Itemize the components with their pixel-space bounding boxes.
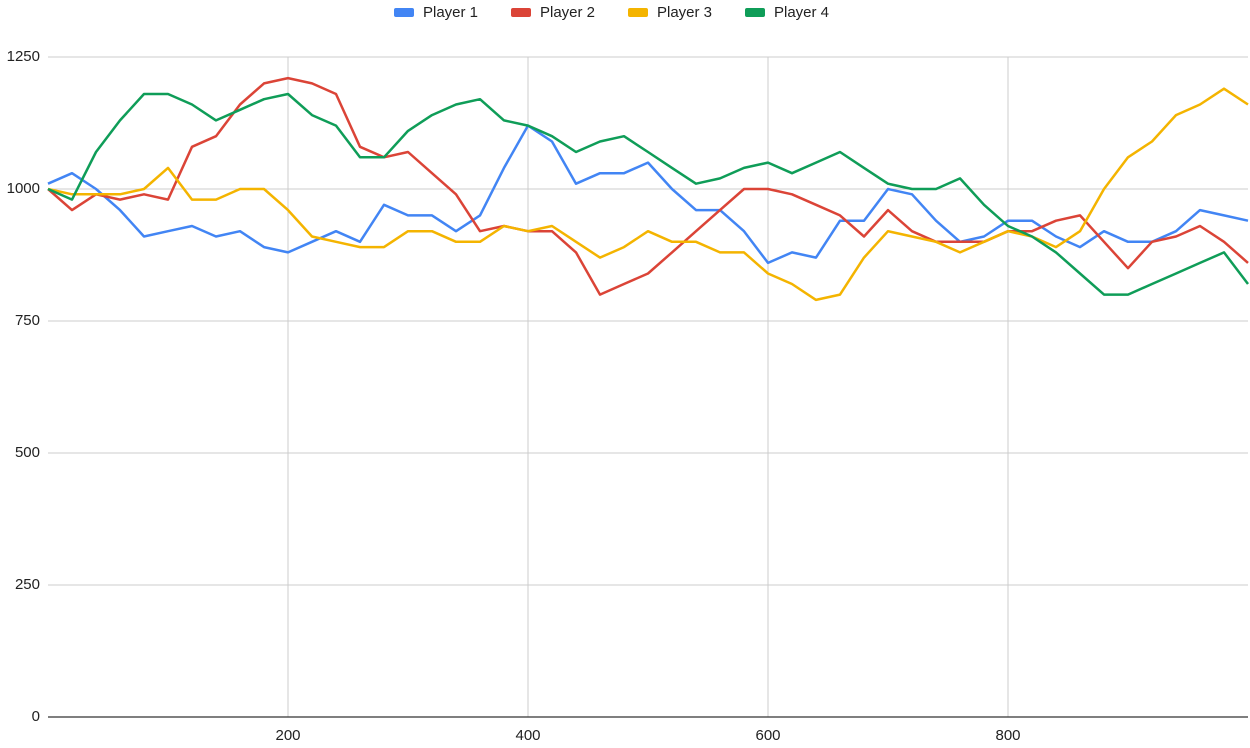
- x-tick-label: 800: [995, 727, 1020, 744]
- y-tick-label: 1250: [7, 48, 40, 65]
- legend-swatch: [511, 8, 531, 17]
- x-tick-label: 400: [515, 727, 540, 744]
- legend-swatch: [745, 8, 765, 17]
- y-tick-label: 500: [15, 444, 40, 461]
- series-line: [47, 76, 1249, 296]
- legend-label: Player 1: [423, 4, 478, 21]
- legend-swatch: [628, 8, 648, 17]
- y-tick-label: 1000: [7, 180, 40, 197]
- legend-label: Player 3: [657, 4, 712, 21]
- x-tick-label: 600: [755, 727, 780, 744]
- y-tick-label: 250: [15, 576, 40, 593]
- y-tick-label: 750: [15, 312, 40, 329]
- series-line: [47, 124, 1249, 265]
- legend-swatch: [394, 8, 414, 17]
- series-line: [47, 92, 1249, 296]
- series-line: [47, 87, 1249, 302]
- x-tick-label: 200: [275, 727, 300, 744]
- legend-label: Player 2: [540, 4, 595, 21]
- y-tick-label: 0: [32, 708, 40, 725]
- legend-label: Player 4: [774, 4, 829, 21]
